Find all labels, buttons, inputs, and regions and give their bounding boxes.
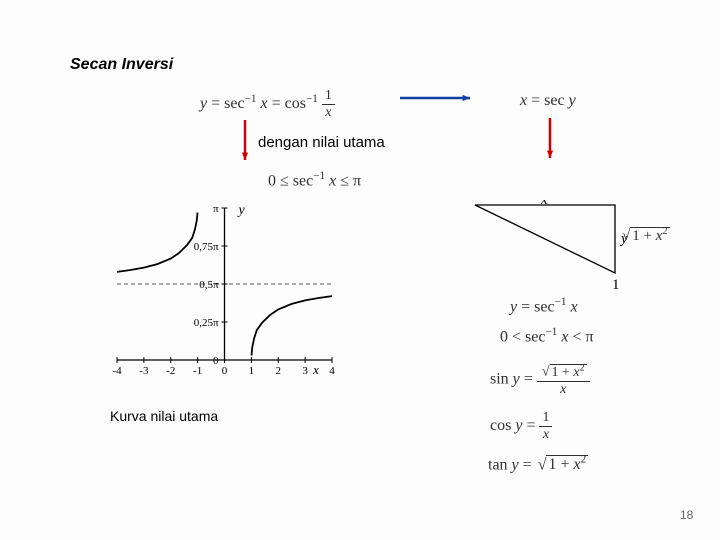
svg-text:0: 0: [213, 355, 219, 367]
triangle-hypotenuse-label: √1 + x2: [620, 226, 670, 245]
slide-title: Secan Inversi: [70, 56, 173, 74]
svg-text:0,25π: 0,25π: [194, 317, 219, 329]
svg-text:y: y: [237, 203, 246, 218]
svg-text:3: 3: [302, 365, 308, 377]
formula-range: 0 ≤ sec−1 x ≤ π: [268, 170, 361, 190]
svg-text:-3: -3: [139, 365, 149, 377]
svg-text:-4: -4: [112, 365, 122, 377]
formula-tan-y: tan y = √1 + x2: [488, 454, 588, 474]
chart-caption: Kurva nilai utama: [110, 408, 218, 424]
formula-main: y = sec−1 x = cos−1 1x: [200, 88, 335, 121]
page-number: 18: [680, 508, 693, 522]
formula-sin-y: sin y = √1 + x2x: [490, 362, 590, 398]
svg-text:-2: -2: [166, 365, 175, 377]
subtext-dengan: dengan nilai utama: [258, 134, 385, 151]
formula-cos-y: cos y = 1x: [490, 410, 552, 443]
svg-text:2: 2: [276, 365, 282, 377]
right-triangle-diagram: xy1: [470, 200, 690, 303]
svg-text:π: π: [213, 203, 219, 215]
svg-text:0,5π: 0,5π: [199, 279, 219, 291]
svg-text:4: 4: [329, 365, 335, 377]
formula-range-open: 0 < sec−1 x < π: [500, 326, 594, 346]
svg-text:-1: -1: [193, 365, 202, 377]
svg-text:0: 0: [222, 365, 228, 377]
svg-text:0,75π: 0,75π: [194, 241, 219, 253]
formula-x-sec-y: x = sec y: [520, 92, 576, 110]
svg-text:x: x: [540, 200, 548, 208]
formula-y-arcsec: y = sec−1 x: [510, 296, 578, 316]
svg-text:x: x: [312, 362, 319, 377]
svg-text:1: 1: [612, 277, 620, 293]
arcsec-chart: -4 -3 -2 -1 0 1 2 3 4 0 0,25π 0,5π 0,75π π y x: [72, 200, 342, 380]
svg-text:1: 1: [249, 365, 255, 377]
